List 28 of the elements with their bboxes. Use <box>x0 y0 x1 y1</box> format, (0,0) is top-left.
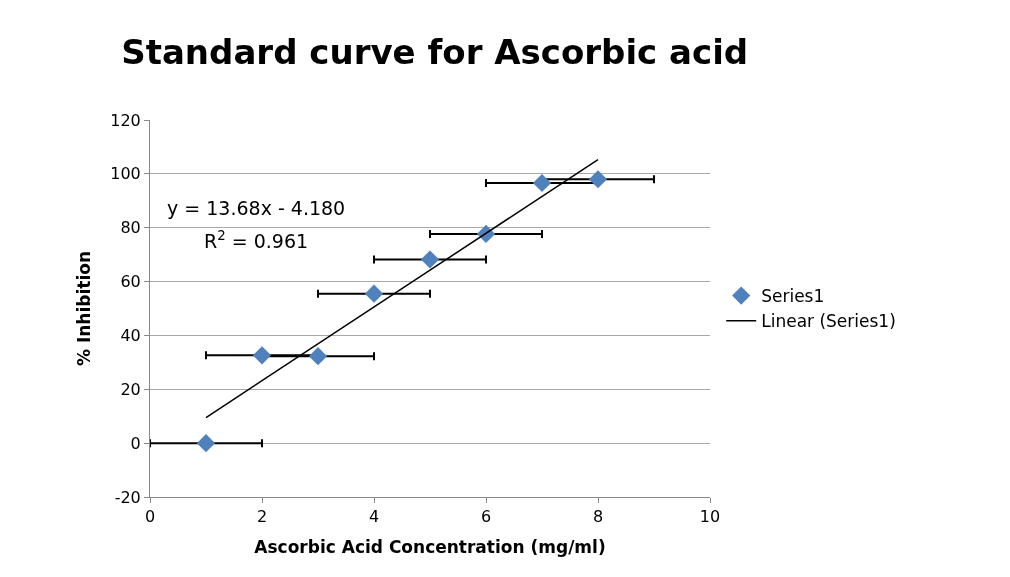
point <box>196 434 216 453</box>
chart-title: Standard curve for Ascorbic acid <box>121 32 749 73</box>
legend-label: Series1 <box>761 286 825 307</box>
x-tick-label: 2 <box>256 507 268 527</box>
annotation: y = 13.68x - 4.180 <box>167 197 346 219</box>
point <box>364 284 384 303</box>
y-tick-label: 100 <box>110 164 141 184</box>
y-tick-label: 60 <box>120 272 141 292</box>
x-tick-label: 4 <box>368 507 380 527</box>
x-tick-label: 10 <box>699 507 721 527</box>
point <box>308 347 328 366</box>
x-axis-title: Ascorbic Acid Concentration (mg/ml) <box>254 536 606 557</box>
legend-label: Linear (Series1) <box>761 311 896 332</box>
x-tick-label: 0 <box>144 507 156 527</box>
x-tick-label: 6 <box>480 507 492 527</box>
y-tick-label: 20 <box>120 379 141 399</box>
annotation: R$^{2}$ = 0.961 <box>204 228 309 252</box>
point <box>532 173 552 193</box>
y-axis-title: % Inhibition <box>73 250 94 367</box>
point <box>588 170 608 189</box>
point <box>252 346 272 365</box>
x-tick-label: 8 <box>592 507 604 527</box>
y-tick-label: 40 <box>120 326 141 346</box>
y-tick-label: 0 <box>130 433 141 453</box>
point <box>420 250 440 269</box>
y-tick-label: -20 <box>114 487 141 507</box>
y-tick-label: 80 <box>120 218 141 238</box>
y-tick-label: 120 <box>110 110 141 130</box>
